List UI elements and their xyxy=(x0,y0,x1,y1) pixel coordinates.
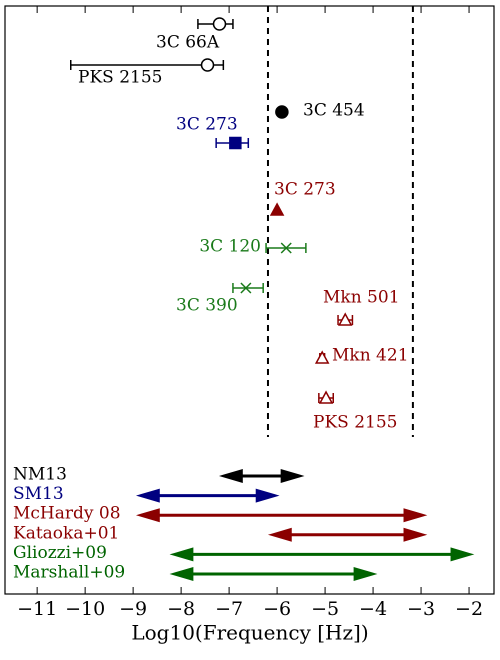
point-label: PKS 2155 xyxy=(78,68,162,88)
x-tick-label: −6 xyxy=(263,598,291,620)
x-tick-label: −8 xyxy=(167,598,195,620)
range-label: Gliozzi+09 xyxy=(13,543,107,563)
point-label: 3C 454 xyxy=(303,101,365,121)
x-tick-label: −10 xyxy=(65,598,105,620)
point xyxy=(200,58,215,72)
range-arrow xyxy=(218,468,305,484)
range-label: NM13 xyxy=(13,465,67,485)
x-tick-label: −3 xyxy=(407,598,435,620)
range-arrow xyxy=(169,566,378,582)
point-label: Mkn 421 xyxy=(332,346,409,366)
range-label: McHardy 08 xyxy=(13,504,121,524)
x-tick-label: −5 xyxy=(311,598,339,620)
point xyxy=(229,136,242,150)
range-label: Marshall+09 xyxy=(13,563,125,583)
plot-frame xyxy=(4,5,495,595)
point-label: 3C 390 xyxy=(176,296,238,316)
point xyxy=(212,17,227,31)
range-arrow xyxy=(135,508,428,523)
point-label: 3C 273 xyxy=(176,115,238,135)
point xyxy=(269,202,285,216)
range-arrow xyxy=(169,547,475,562)
x-tick-label: −7 xyxy=(215,598,243,620)
point xyxy=(275,105,289,119)
x-tick-label: −11 xyxy=(17,598,57,620)
range-label: Kataoka+01 xyxy=(13,523,119,543)
x-tick-label: −4 xyxy=(359,598,387,620)
range-arrow xyxy=(135,488,280,503)
point-label: 3C 273 xyxy=(274,180,336,200)
x-axis-label: Log10(Frequency [Hz]) xyxy=(131,621,368,645)
error-bar xyxy=(265,243,307,253)
x-tick-label: −2 xyxy=(455,598,483,620)
point xyxy=(314,350,330,364)
point xyxy=(318,390,334,404)
point xyxy=(337,312,353,326)
point xyxy=(280,242,292,254)
x-tick-label: −9 xyxy=(119,598,147,620)
point-label: 3C 66A xyxy=(156,33,220,53)
range-label: SM13 xyxy=(13,484,64,504)
error-bar xyxy=(232,283,264,293)
point xyxy=(240,282,252,294)
range-arrow xyxy=(267,527,428,542)
point-label: 3C 120 xyxy=(199,237,261,257)
point-label: Mkn 501 xyxy=(323,288,400,308)
point-label: PKS 2155 xyxy=(313,413,397,433)
